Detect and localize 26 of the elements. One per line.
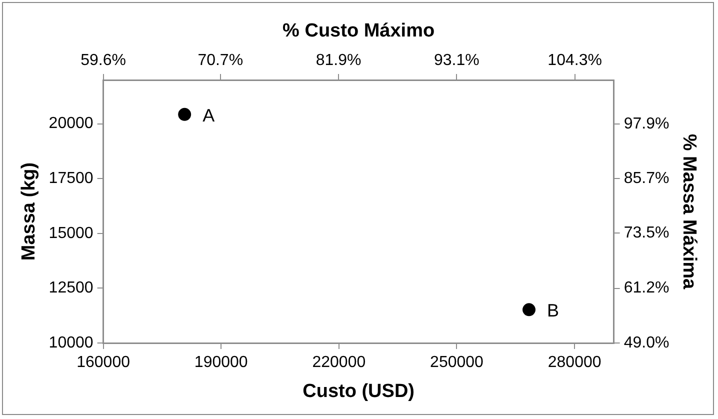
y2-tick-label: 97.9% (624, 115, 670, 132)
x2-tick-label: 93.1% (434, 52, 480, 69)
annotation: B (547, 300, 560, 321)
y-axis-title: Massa (kg) (18, 162, 40, 261)
y2-tick-label: 61.2% (624, 280, 670, 297)
y-tick-label: 12500 (48, 280, 94, 297)
y2-axis-title: % Massa Máxima (678, 134, 700, 290)
x2-tick-label: 81.9% (316, 52, 362, 69)
x2-tick-label: 70.7% (198, 52, 244, 69)
x2-axis-title: % Custo Máximo (282, 20, 435, 42)
y-tick-label: 17500 (48, 170, 94, 188)
x-tick-label: 190000 (194, 354, 248, 372)
x-tick-label: 160000 (76, 354, 130, 372)
annotation: A (202, 105, 215, 126)
x-tick-label: 280000 (548, 354, 602, 372)
y-tick-label: 20000 (48, 115, 94, 132)
x2-tick-label: 59.6% (80, 52, 126, 69)
y2-tick-label: 73.5% (624, 224, 670, 242)
y2-tick-label: 49.0% (624, 334, 670, 352)
y-tick-label: 10000 (48, 334, 94, 352)
y-tick-label: 15000 (48, 224, 94, 242)
x-tick-label: 220000 (312, 354, 366, 372)
y2-tick-label: 85.7% (624, 170, 670, 187)
x-tick-label: 250000 (430, 354, 484, 372)
x-axis-title: Custo (USD) (302, 380, 415, 402)
x2-tick-label: 104.3% (548, 52, 602, 69)
